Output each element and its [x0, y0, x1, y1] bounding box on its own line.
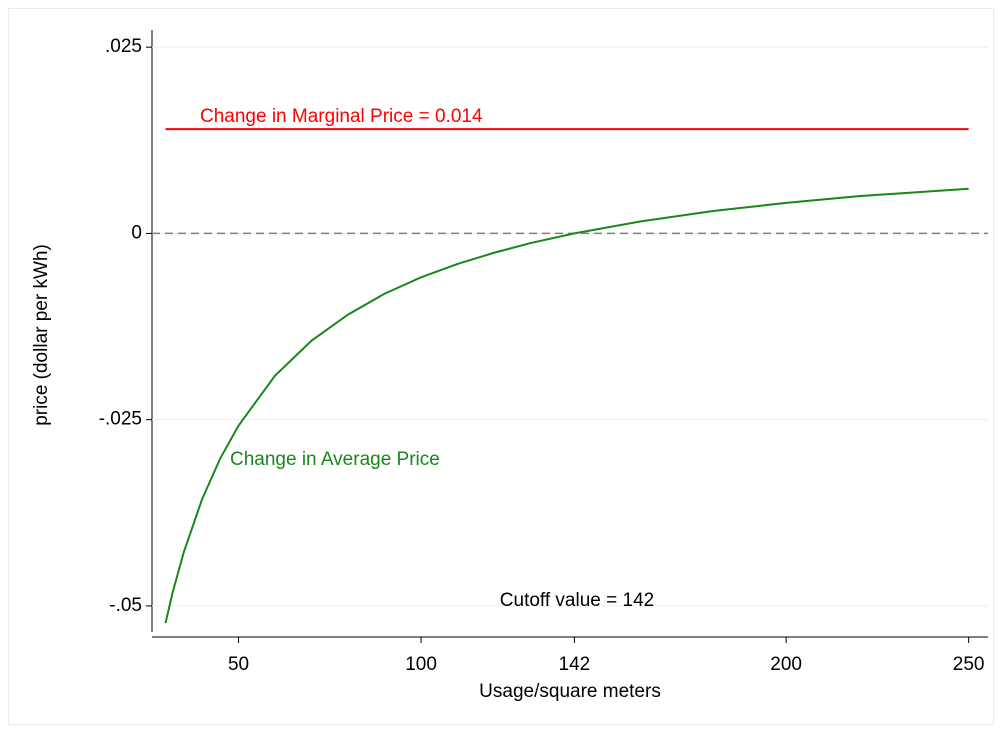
x-tick-label: 200 — [770, 654, 802, 675]
annotation: Cutoff value = 142 — [500, 590, 654, 611]
x-tick-label: 50 — [228, 654, 249, 675]
series-label: Change in Average Price — [230, 449, 440, 470]
y-tick-label: -.025 — [99, 409, 142, 430]
series-label: Change in Marginal Price = 0.014 — [200, 106, 483, 127]
series-line — [164, 187, 969, 624]
x-tick-label: 100 — [405, 654, 437, 675]
x-tick-label: 250 — [953, 654, 985, 675]
y-tick-label: .025 — [105, 36, 142, 57]
x-tick-label: 142 — [559, 654, 591, 675]
chart-frame — [8, 8, 994, 725]
y-tick-label: 0 — [131, 222, 142, 243]
y-axis-label: price (dollar per kWh) — [31, 244, 52, 426]
x-axis-label: Usage/square meters — [479, 681, 661, 702]
y-tick-label: -.05 — [109, 595, 142, 616]
